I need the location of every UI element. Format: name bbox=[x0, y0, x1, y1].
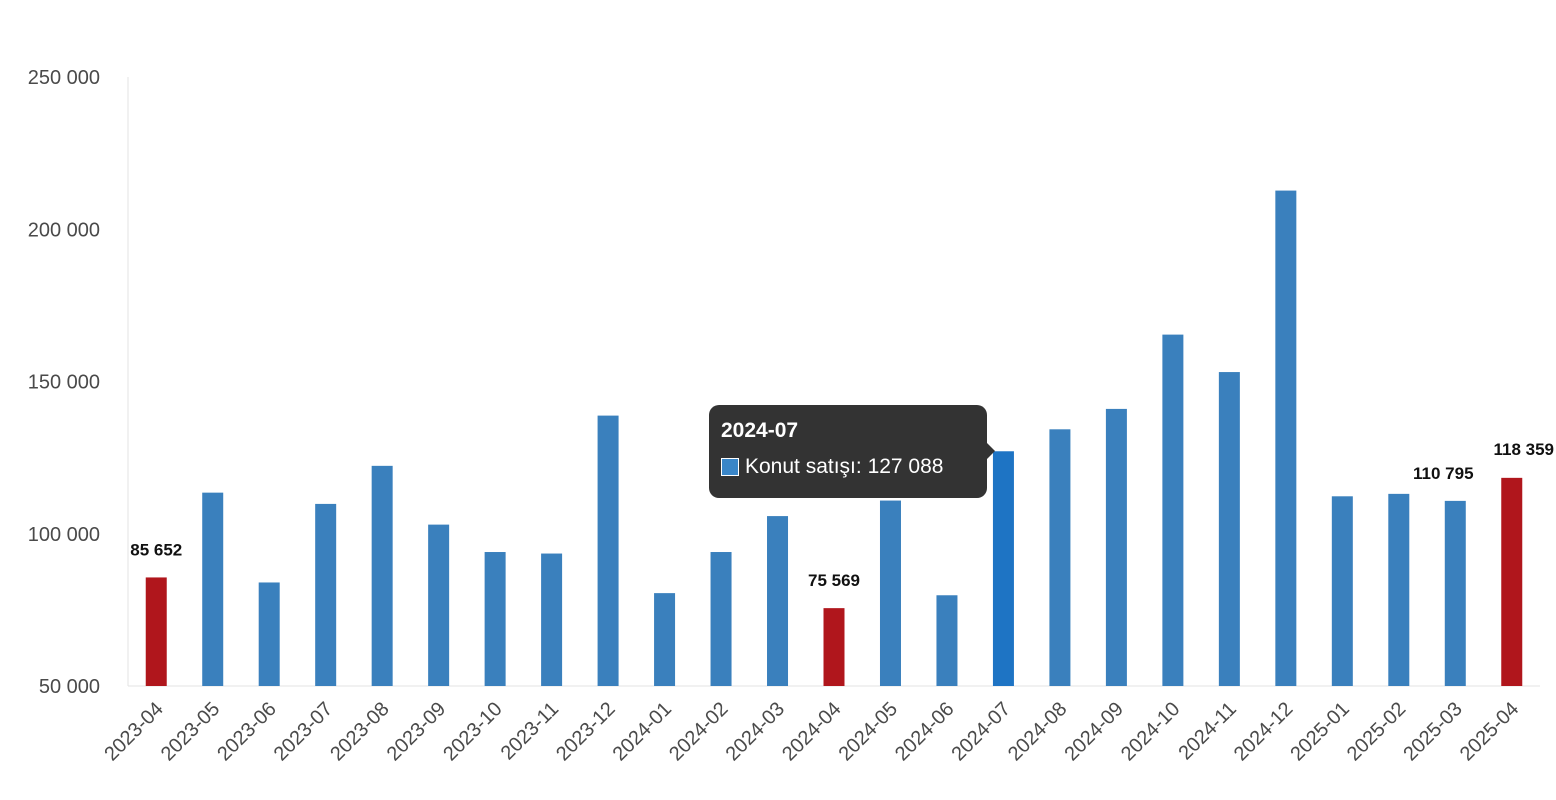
data-label: 75 569 bbox=[808, 571, 860, 590]
bar-2024-06[interactable] bbox=[936, 595, 958, 686]
x-tick-label: 2024-09 bbox=[1060, 698, 1127, 765]
x-tick-label: 2023-04 bbox=[100, 698, 167, 765]
bar-2023-11[interactable] bbox=[541, 553, 563, 686]
bar-2023-12[interactable] bbox=[597, 415, 619, 686]
x-tick-label: 2025-02 bbox=[1343, 698, 1410, 765]
data-label: 85 652 bbox=[130, 540, 182, 559]
x-tick-label: 2023-11 bbox=[497, 698, 563, 764]
data-label: 110 795 bbox=[1413, 464, 1474, 483]
bar-2025-02[interactable] bbox=[1388, 493, 1410, 686]
bar-2023-05[interactable] bbox=[202, 492, 224, 686]
x-tick-label: 2024-12 bbox=[1230, 698, 1297, 765]
y-tick-label: 250 000 bbox=[28, 67, 100, 89]
y-tick-labels: 50 000 100 000 150 000 200 000 250 000 bbox=[28, 67, 100, 698]
x-tick-label: 2023-08 bbox=[326, 698, 393, 765]
x-tick-label: 2023-06 bbox=[213, 698, 280, 765]
x-tick-label: 2024-08 bbox=[1004, 698, 1071, 765]
bar-2024-08[interactable] bbox=[1049, 429, 1071, 686]
bar-2023-06[interactable] bbox=[258, 582, 280, 686]
bar-2024-02[interactable] bbox=[710, 552, 732, 686]
x-tick-label: 2024-02 bbox=[665, 698, 732, 765]
bar-2025-03[interactable] bbox=[1444, 500, 1466, 686]
x-tick-label: 2024-05 bbox=[835, 698, 902, 765]
y-tick-label: 150 000 bbox=[28, 372, 100, 394]
x-tick-label: 2025-01 bbox=[1286, 698, 1353, 765]
x-tick-label: 2025-03 bbox=[1399, 698, 1466, 765]
x-tick-label: 2025-04 bbox=[1456, 698, 1523, 765]
tooltip-series-value: Konut satışı: 127 088 bbox=[745, 455, 944, 478]
x-tick-label: 2024-01 bbox=[609, 698, 676, 765]
x-tick-labels: 2023-042023-052023-062023-072023-082023-… bbox=[100, 698, 1523, 765]
x-tick-label: 2023-10 bbox=[439, 698, 506, 765]
x-tick-label: 2023-05 bbox=[157, 698, 224, 765]
data-label: 118 359 bbox=[1494, 440, 1555, 459]
bar-2024-01[interactable] bbox=[654, 593, 676, 686]
x-tick-label: 2024-03 bbox=[722, 698, 789, 765]
bar-2023-10[interactable] bbox=[484, 552, 506, 686]
bar-2025-01[interactable] bbox=[1331, 496, 1353, 686]
bar-2023-07[interactable] bbox=[315, 503, 337, 686]
x-tick-label: 2024-11 bbox=[1174, 698, 1240, 764]
bar-2024-12[interactable] bbox=[1275, 190, 1297, 687]
x-tick-label: 2024-10 bbox=[1117, 698, 1184, 765]
bar-2023-09[interactable] bbox=[428, 524, 450, 686]
y-tick-label: 100 000 bbox=[28, 524, 100, 546]
x-tick-label: 2023-07 bbox=[270, 698, 337, 765]
tooltip-row: Konut satışı: 127 088 bbox=[721, 455, 975, 479]
x-tick-label: 2023-09 bbox=[383, 698, 450, 765]
x-tick-label: 2024-07 bbox=[948, 698, 1015, 765]
bar-2024-03[interactable] bbox=[767, 516, 789, 686]
bar-2025-04[interactable] bbox=[1501, 477, 1523, 686]
bar-2023-04[interactable] bbox=[145, 577, 167, 686]
bar-2024-05[interactable] bbox=[879, 500, 901, 686]
x-tick-label: 2023-12 bbox=[552, 698, 619, 765]
bar-2024-09[interactable] bbox=[1105, 408, 1127, 686]
y-tick-label: 200 000 bbox=[28, 219, 100, 241]
y-tick-label: 50 000 bbox=[39, 676, 100, 698]
bar-2024-11[interactable] bbox=[1218, 372, 1240, 686]
series-swatch-icon bbox=[721, 458, 739, 476]
x-tick-label: 2024-06 bbox=[891, 698, 958, 765]
hover-tooltip: 2024-07 Konut satışı: 127 088 bbox=[709, 405, 995, 498]
bar-2023-08[interactable] bbox=[371, 465, 393, 686]
bar-2024-04[interactable] bbox=[823, 608, 845, 686]
data-labels: 85 652 75 569 110 795 118 359 bbox=[130, 440, 1554, 590]
bar-2024-07[interactable] bbox=[992, 451, 1014, 686]
tooltip-title: 2024-07 bbox=[721, 419, 799, 442]
x-tick-label: 2024-04 bbox=[778, 698, 845, 765]
bars[interactable] bbox=[145, 190, 1523, 687]
bar-2024-10[interactable] bbox=[1162, 334, 1184, 686]
